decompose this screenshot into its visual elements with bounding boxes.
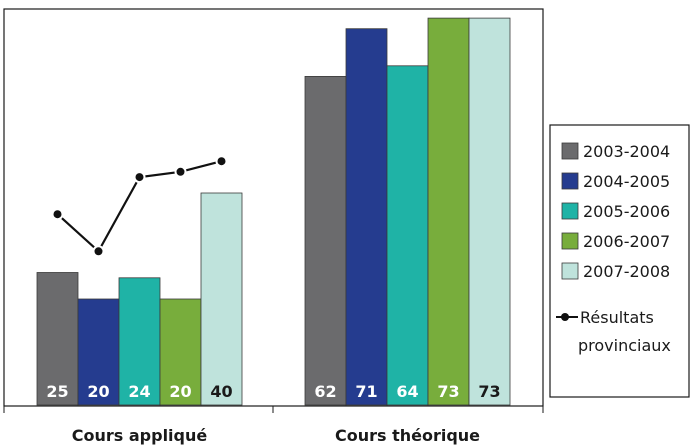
provincial-point xyxy=(92,245,105,258)
legend-label: 2005-2006 xyxy=(583,202,670,221)
bar-value-label: 20 xyxy=(169,382,191,401)
legend-swatch xyxy=(561,202,579,220)
legend-swatch xyxy=(561,172,579,190)
provincial-point xyxy=(215,155,228,168)
bar-2007-2008-0 xyxy=(200,192,243,406)
bar-value-label: 62 xyxy=(314,382,336,401)
bars: 25 20 24 20 40 62 71 64 73 73 xyxy=(36,17,511,406)
bar-2007-2008-1 xyxy=(468,17,511,406)
bar-value-label: 64 xyxy=(396,382,418,401)
legend-swatch xyxy=(561,262,579,280)
legend-label: 2003-2004 xyxy=(583,142,670,161)
bar-2006-2007-0 xyxy=(159,298,202,406)
category-label: Cours théorique xyxy=(335,426,480,445)
legend-label: 2007-2008 xyxy=(583,262,670,281)
provincial-point xyxy=(51,208,64,221)
provincial-point xyxy=(133,171,146,184)
bar-value-label: 24 xyxy=(128,382,150,401)
legend-label: 2004-2005 xyxy=(583,172,670,191)
legend-swatch xyxy=(561,142,579,160)
bar-2003-2004-0 xyxy=(36,272,79,406)
legend-line-label: Résultats provinciaux xyxy=(578,308,671,355)
bar-2005-2006-0 xyxy=(118,277,161,406)
bar-2004-2005-0 xyxy=(77,298,120,406)
category-label: Cours appliqué xyxy=(72,426,208,445)
provincial-line xyxy=(51,155,228,258)
bar-2003-2004-1 xyxy=(304,76,347,406)
legend: 2003-2004 2004-2005 2005-2006 2006-2007 2007… xyxy=(549,124,690,398)
bar-value-label: 20 xyxy=(87,382,109,401)
legend-label: 2006-2007 xyxy=(583,232,670,251)
bar-2006-2007-1 xyxy=(427,17,470,406)
legend-frame xyxy=(549,124,690,398)
provincial-point xyxy=(174,165,187,178)
legend-line-dot xyxy=(561,313,569,321)
bar-value-label: 73 xyxy=(437,382,459,401)
legend-swatch xyxy=(561,232,579,250)
bar-value-label: 71 xyxy=(355,382,377,401)
category-labels: Cours appliqué Cours théorique xyxy=(72,426,480,445)
bar-2005-2006-1 xyxy=(386,65,429,406)
bar-value-label: 25 xyxy=(46,382,68,401)
bar-value-label: 73 xyxy=(478,382,500,401)
bar-2004-2005-1 xyxy=(345,28,388,406)
bar-value-label: 40 xyxy=(210,382,232,401)
